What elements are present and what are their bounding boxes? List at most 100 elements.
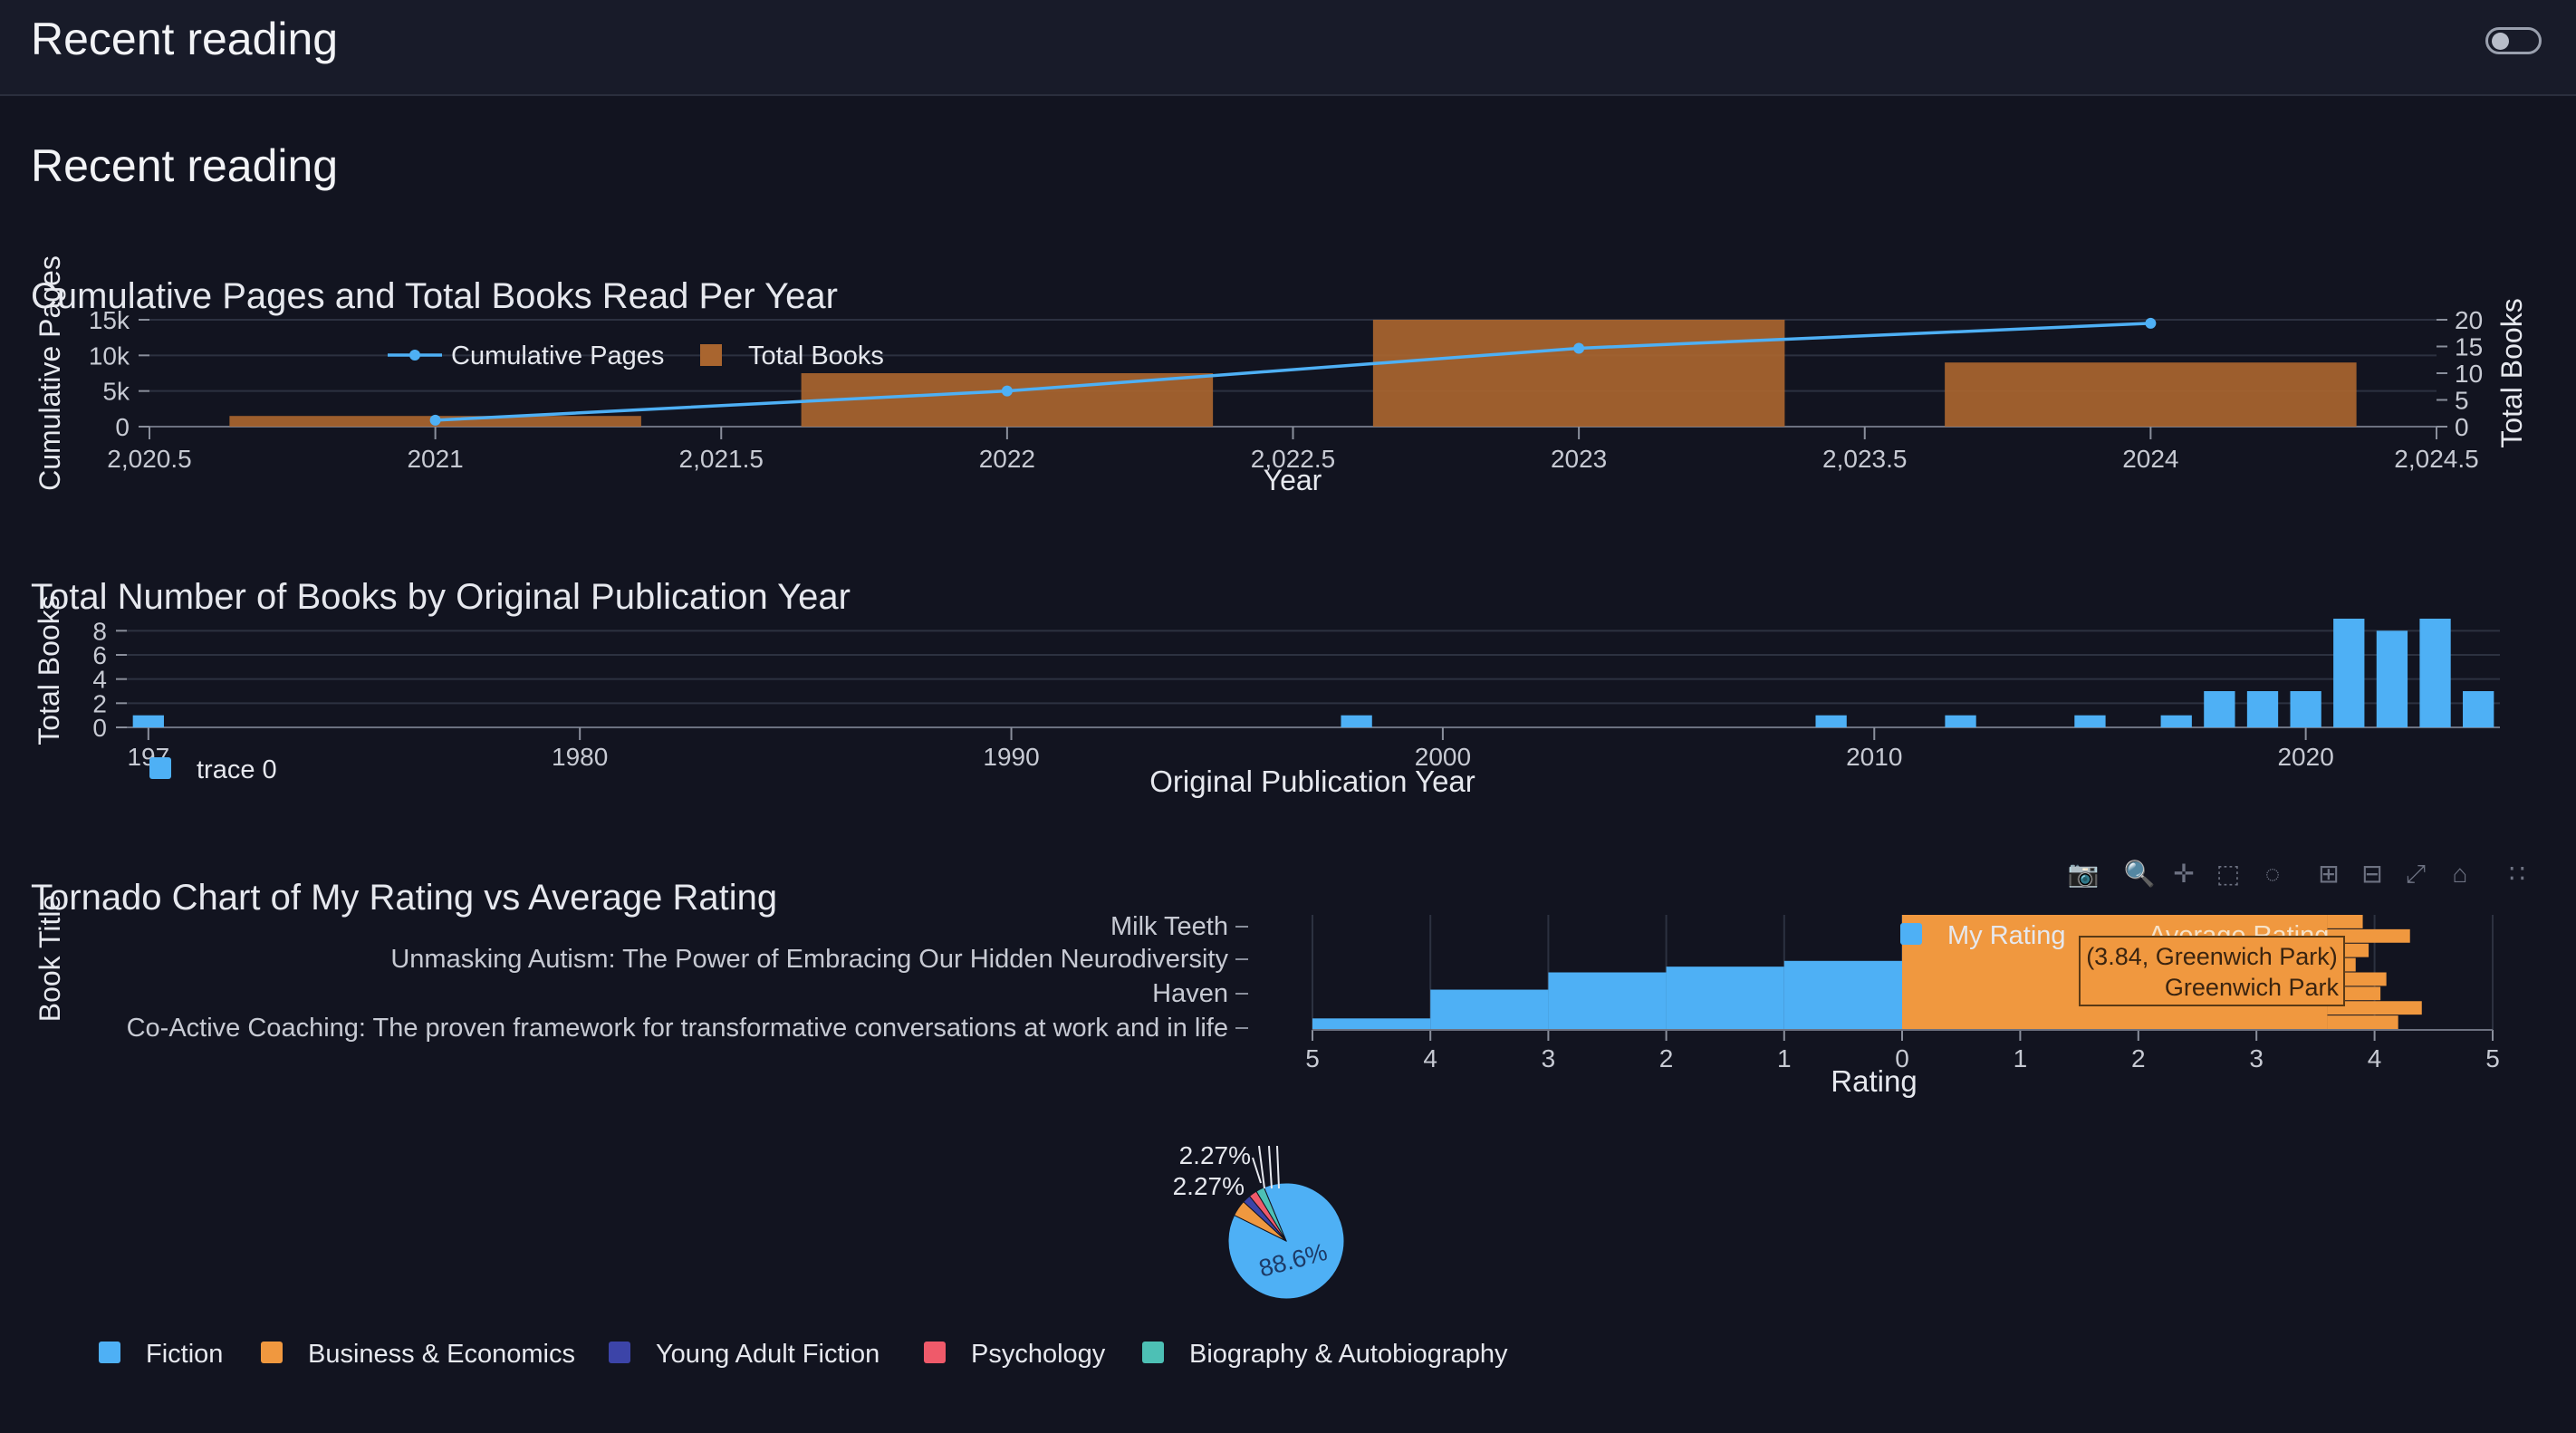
- y-tick-label: 4: [92, 666, 107, 694]
- y-tick-label: 6: [92, 641, 107, 669]
- average-rating-bar: [2327, 1015, 2398, 1029]
- pie-leader-line: [1258, 1145, 1265, 1189]
- plotly-logo-icon[interactable]: ∷: [2509, 860, 2525, 888]
- cumulative-pages-point: [1001, 385, 1013, 397]
- x-tick-label: 5: [2485, 1044, 2500, 1072]
- cumulative-pages-point: [1573, 342, 1585, 354]
- legend-label: Total Books: [748, 341, 884, 370]
- y2-tick-label: 20: [2455, 306, 2483, 334]
- legend-line-marker: [409, 350, 420, 361]
- y-tick-label: 10k: [89, 341, 130, 370]
- y-axis-title: Total Books: [33, 595, 65, 745]
- legend-swatch: [99, 1342, 120, 1363]
- y-tick-label: 5k: [102, 378, 130, 406]
- theme-toggle[interactable]: [2485, 27, 2542, 54]
- x-tick-label: 5: [1305, 1044, 1320, 1072]
- books-bar: [1341, 715, 1372, 727]
- books-bar: [2376, 630, 2408, 727]
- x-tick-label: 1980: [552, 743, 608, 771]
- x-tick-label: 2010: [1846, 743, 1902, 771]
- books-bar: [1945, 715, 1976, 727]
- pie-leader-line: [1276, 1145, 1280, 1189]
- legend-label: My Rating: [1947, 921, 2066, 950]
- chart-title: Total Number of Books by Original Public…: [31, 577, 851, 617]
- y-tick-label: 8: [92, 617, 107, 645]
- x-tick-label: 2022: [979, 445, 1035, 473]
- legend-swatch: [924, 1342, 946, 1363]
- books-bar: [2074, 715, 2106, 727]
- y-tick-label: Unmasking Autism: The Power of Embracing…: [390, 945, 1228, 974]
- my-rating-bar: [1312, 1018, 1431, 1030]
- chart-cumulative-pages: Cumulative Pages and Total Books Read Pe…: [31, 255, 2528, 496]
- legend-label: Fiction: [146, 1340, 223, 1369]
- total-books-bar: [1372, 320, 1785, 427]
- x-tick-label: 2000: [1415, 743, 1471, 771]
- x-axis-title: Rating: [1831, 1064, 1917, 1098]
- my-rating-bar: [1548, 972, 1667, 1030]
- legend-swatch: [1142, 1342, 1164, 1363]
- lasso-icon[interactable]: ◌: [2265, 860, 2281, 888]
- x-tick-label: 1990: [983, 743, 1039, 771]
- x-tick-label: 2023: [1551, 445, 1607, 473]
- x-tick-label: 1: [1777, 1044, 1792, 1072]
- books-bar: [1815, 715, 1847, 727]
- legend-label: Biography & Autobiography: [1189, 1340, 1508, 1369]
- legend-swatch: [1900, 923, 1922, 945]
- average-rating-bar: [2327, 1001, 2422, 1015]
- y-axis-title: Book Title: [34, 895, 66, 1023]
- x-tick-label: 2,023.5: [1822, 445, 1907, 473]
- books-bar: [2246, 691, 2279, 727]
- x-axis-title: Original Publication Year: [1149, 765, 1475, 798]
- legend-label: Cumulative Pages: [451, 341, 664, 370]
- x-tick-label: 4: [2368, 1044, 2382, 1072]
- x-tick-label: 2,024.5: [2394, 445, 2478, 473]
- chart-genre-pie: 88.6%2.27%2.27%Fiction Business & Economi…: [99, 1141, 1508, 1369]
- x-tick-label: 2,020.5: [107, 445, 191, 473]
- y-tick-label: Co-Active Coaching: The proven framework…: [127, 1014, 1228, 1043]
- y2-tick-label: 15: [2455, 333, 2483, 361]
- y-tick-label: Haven: [1152, 979, 1228, 1008]
- y-tick-label: 2: [92, 689, 107, 717]
- x-tick-label: 3: [1542, 1044, 1556, 1072]
- zoom-icon[interactable]: 🔍: [2124, 857, 2156, 889]
- tooltip-value: (3.84, Greenwich Park): [2086, 943, 2338, 970]
- my-rating-bar: [1666, 967, 1784, 1030]
- x-tick-label: 2: [1659, 1044, 1674, 1072]
- pie-leader-line: [1268, 1145, 1273, 1189]
- pie-label-psychology: 2.27%: [1173, 1172, 1245, 1200]
- books-bar: [132, 715, 164, 727]
- cumulative-pages-line: [435, 322, 2151, 422]
- legend-swatch: [149, 757, 171, 779]
- x-tick-label: 1: [2014, 1044, 2028, 1072]
- books-bar: [2160, 715, 2192, 727]
- toggle-knob: [2492, 33, 2509, 50]
- legend-label: trace 0: [197, 755, 277, 784]
- x-tick-label: 2: [2131, 1044, 2146, 1072]
- page-title: Recent reading: [31, 140, 339, 191]
- my-rating-bar: [1430, 989, 1549, 1030]
- books-bar: [2290, 691, 2321, 727]
- y-tick-label: 15k: [89, 306, 130, 334]
- books-bar: [2333, 619, 2365, 727]
- zoom-out-icon[interactable]: ⊟: [2361, 860, 2382, 888]
- camera-icon[interactable]: 📷: [2068, 860, 2100, 889]
- books-bar: [2419, 619, 2451, 727]
- pan-icon[interactable]: ✛: [2173, 860, 2194, 888]
- tooltip-box: [2079, 936, 2345, 1006]
- x-tick-label: 2,022.5: [1251, 445, 1335, 473]
- x-axis-title: Year: [1264, 464, 1322, 496]
- y-tick-label: 0: [92, 714, 107, 742]
- cumulative-pages-point: [2145, 317, 2157, 329]
- y2-axis-title: Total Books: [2495, 298, 2528, 447]
- y2-tick-label: 10: [2455, 360, 2483, 388]
- chart-title: Tornado Chart of My Rating vs Average Ra…: [31, 878, 777, 918]
- books-bar: [2463, 691, 2494, 727]
- zoom-in-icon[interactable]: ⊞: [2318, 860, 2339, 888]
- autoscale-icon[interactable]: ⤢: [2406, 860, 2426, 888]
- x-tick-label: 2021: [407, 445, 463, 473]
- home-icon[interactable]: ⌂: [2453, 860, 2468, 888]
- box-select-icon[interactable]: ⬚: [2216, 860, 2240, 888]
- app-title: Recent reading: [31, 14, 339, 64]
- pie-leader-line: [1252, 1157, 1262, 1184]
